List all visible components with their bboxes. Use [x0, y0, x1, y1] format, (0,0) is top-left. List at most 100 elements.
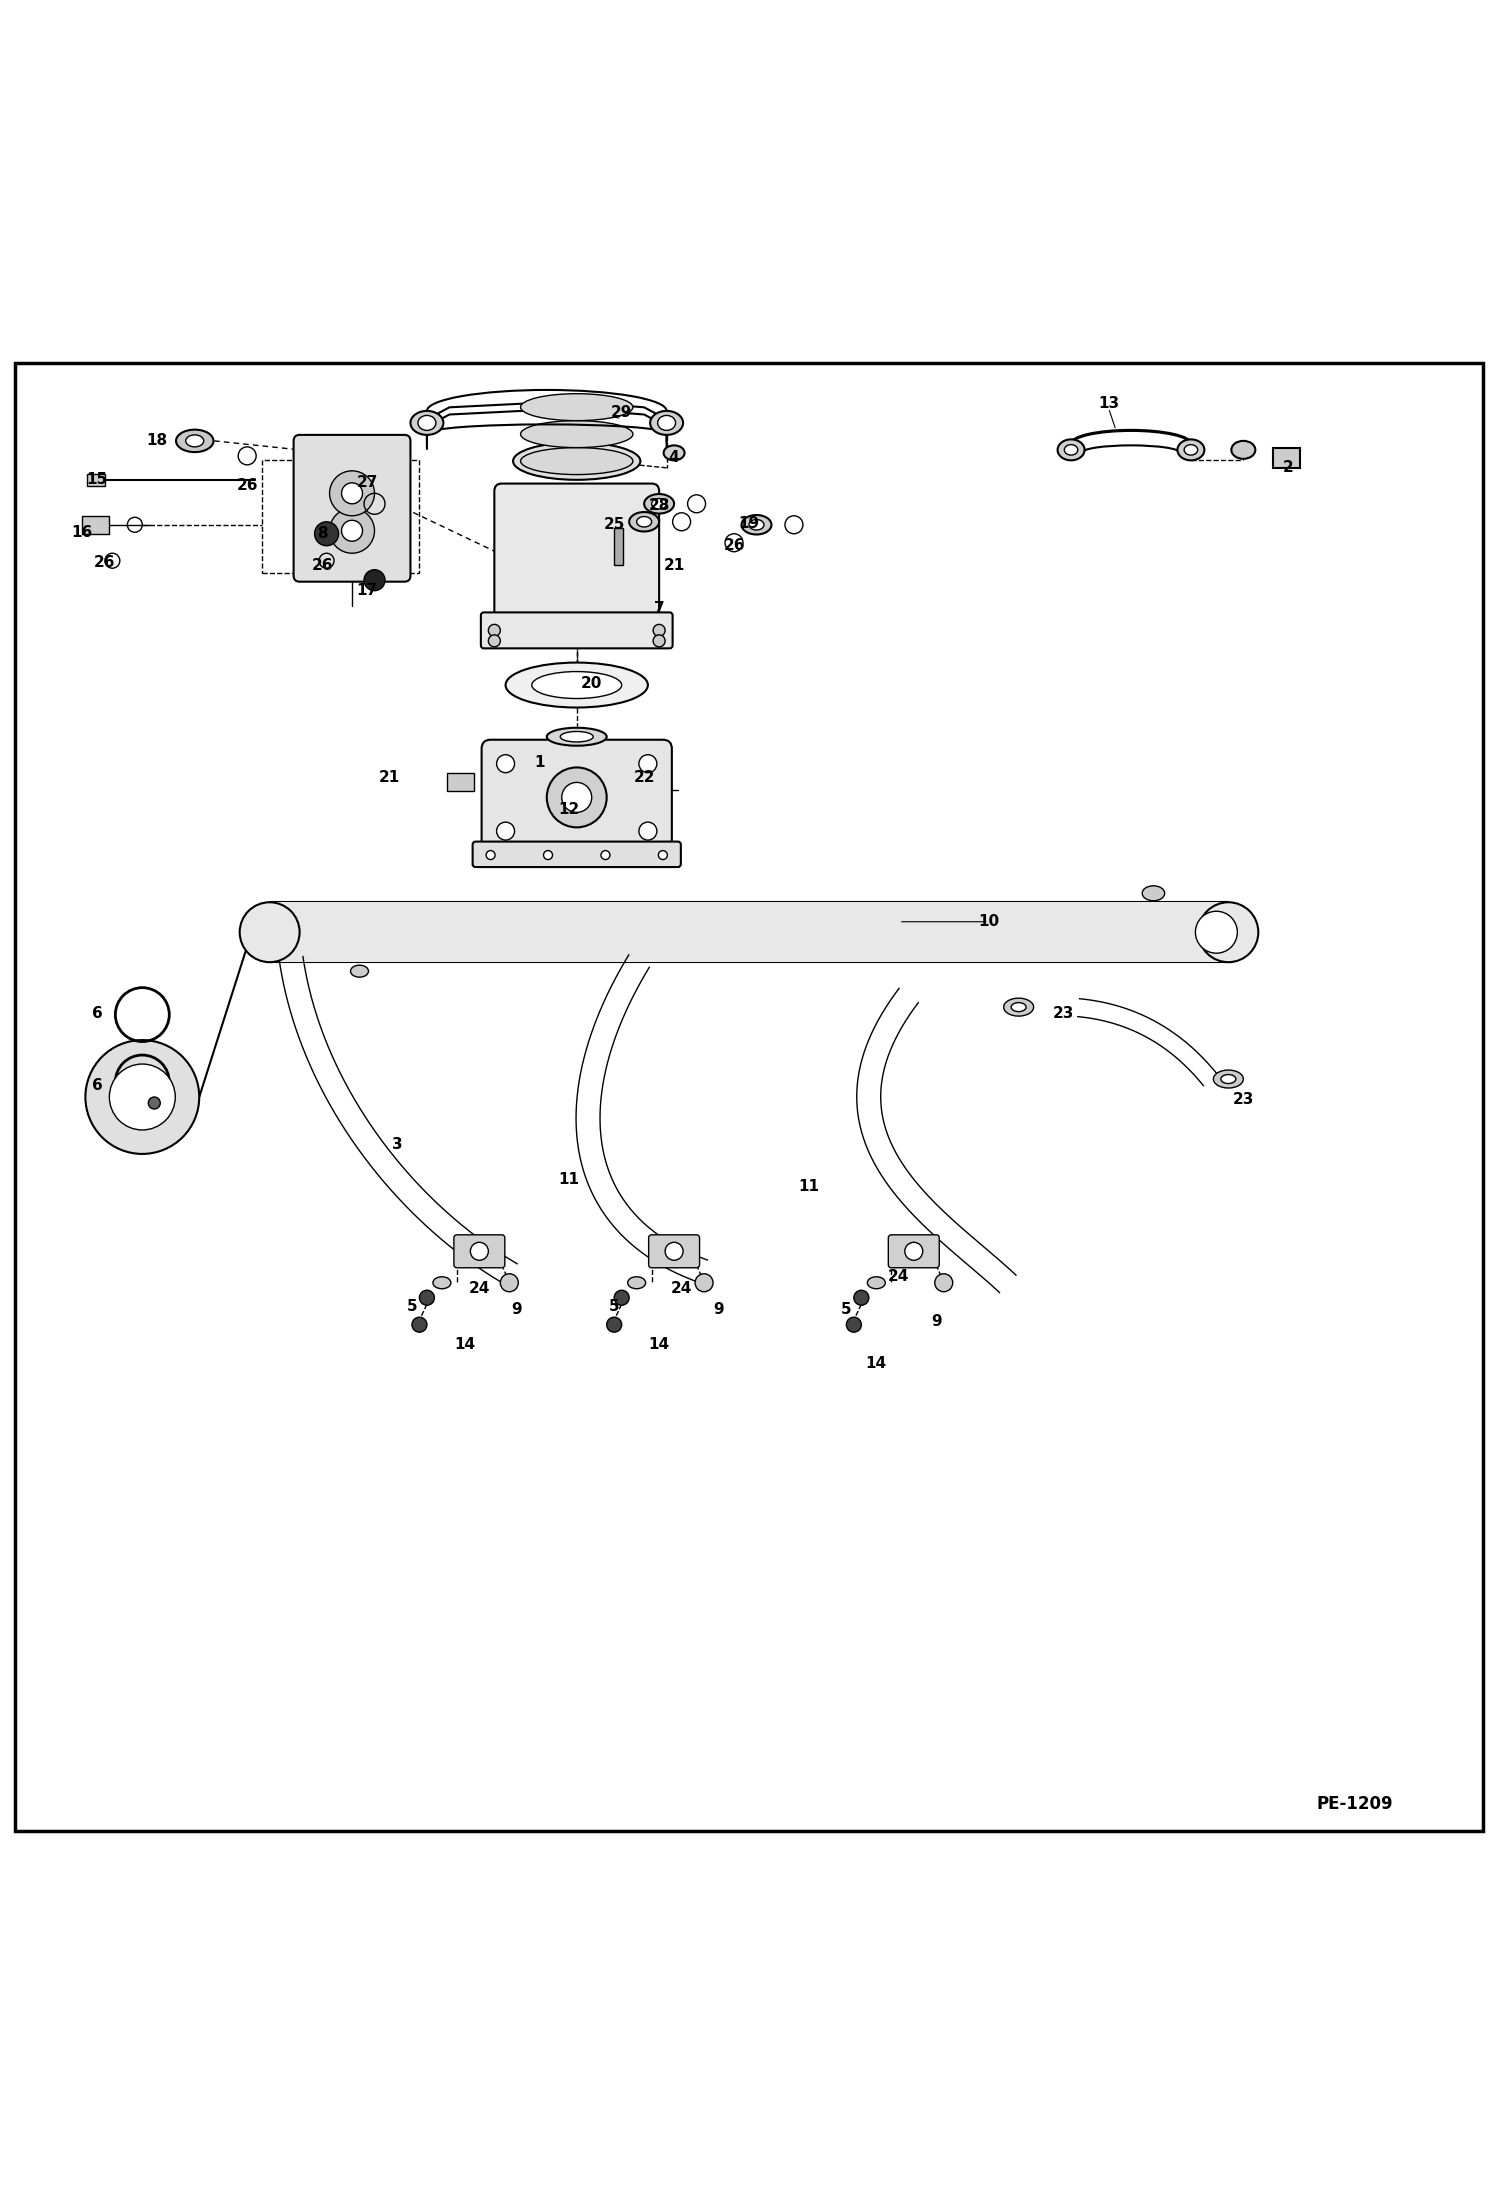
Text: 23: 23 [1233, 1093, 1254, 1108]
Ellipse shape [560, 731, 593, 742]
FancyBboxPatch shape [454, 1235, 505, 1268]
Circle shape [412, 1316, 427, 1332]
Ellipse shape [532, 671, 622, 698]
Text: 15: 15 [87, 472, 108, 487]
Text: 14: 14 [649, 1336, 670, 1352]
Ellipse shape [1177, 439, 1204, 461]
Text: 26: 26 [312, 557, 333, 573]
Circle shape [342, 483, 363, 505]
Text: 11: 11 [798, 1180, 819, 1194]
Bar [262, 461, 419, 573]
Text: 25: 25 [604, 518, 625, 533]
Text: 9: 9 [930, 1314, 942, 1330]
Text: 21: 21 [379, 770, 400, 785]
Circle shape [485, 851, 494, 860]
Ellipse shape [1231, 441, 1255, 459]
Text: 12: 12 [559, 801, 580, 816]
Text: 24: 24 [469, 1281, 490, 1297]
Circle shape [342, 520, 363, 542]
Ellipse shape [351, 965, 369, 976]
Circle shape [500, 1275, 518, 1292]
Circle shape [638, 755, 656, 772]
Ellipse shape [658, 415, 676, 430]
Text: 1: 1 [533, 755, 545, 770]
Ellipse shape [521, 421, 632, 448]
Circle shape [905, 1242, 923, 1259]
Ellipse shape [240, 902, 300, 963]
Circle shape [419, 1290, 434, 1305]
Circle shape [148, 1097, 160, 1108]
Ellipse shape [177, 430, 213, 452]
Ellipse shape [433, 1277, 451, 1288]
Ellipse shape [1058, 439, 1085, 461]
Ellipse shape [418, 415, 436, 430]
Text: 19: 19 [739, 516, 759, 531]
FancyBboxPatch shape [888, 1235, 939, 1268]
Ellipse shape [742, 516, 771, 535]
Ellipse shape [186, 434, 204, 448]
Text: 11: 11 [559, 1172, 580, 1187]
Text: 24: 24 [671, 1281, 692, 1297]
Ellipse shape [644, 494, 674, 513]
Text: 2: 2 [1282, 461, 1294, 476]
Ellipse shape [1141, 886, 1164, 902]
Ellipse shape [637, 516, 652, 527]
Circle shape [488, 625, 500, 636]
FancyBboxPatch shape [473, 842, 680, 867]
Ellipse shape [867, 1277, 885, 1288]
Circle shape [1195, 911, 1237, 952]
Text: 5: 5 [840, 1303, 852, 1316]
Circle shape [653, 625, 665, 636]
Ellipse shape [1213, 1071, 1243, 1088]
Ellipse shape [410, 410, 443, 434]
Circle shape [497, 823, 515, 840]
Circle shape [330, 509, 374, 553]
FancyBboxPatch shape [481, 612, 673, 649]
Circle shape [470, 1242, 488, 1259]
Circle shape [547, 768, 607, 827]
FancyBboxPatch shape [482, 739, 671, 856]
Text: 26: 26 [724, 538, 745, 553]
Circle shape [638, 823, 656, 840]
Text: 26: 26 [237, 478, 258, 494]
Ellipse shape [1004, 998, 1034, 1016]
Circle shape [497, 755, 515, 772]
Text: 29: 29 [611, 406, 632, 419]
Ellipse shape [1198, 902, 1258, 963]
Text: 14: 14 [454, 1336, 475, 1352]
Circle shape [607, 1316, 622, 1332]
Circle shape [653, 634, 665, 647]
Text: 9: 9 [511, 1303, 523, 1316]
Ellipse shape [1185, 445, 1198, 454]
Ellipse shape [628, 1277, 646, 1288]
Bar [270, 902, 1228, 963]
Text: 6: 6 [91, 1077, 103, 1093]
Text: 8: 8 [316, 527, 328, 542]
Ellipse shape [629, 511, 659, 531]
Ellipse shape [547, 728, 607, 746]
Text: 22: 22 [634, 770, 655, 785]
Ellipse shape [521, 393, 632, 421]
Text: 6: 6 [91, 1005, 103, 1020]
Text: 3: 3 [391, 1136, 403, 1152]
Text: 23: 23 [1053, 1005, 1074, 1020]
Ellipse shape [1011, 1003, 1026, 1011]
Circle shape [695, 1275, 713, 1292]
Ellipse shape [652, 498, 667, 509]
Text: 14: 14 [866, 1356, 887, 1371]
Circle shape [601, 851, 610, 860]
Text: 16: 16 [72, 524, 93, 540]
Ellipse shape [664, 445, 685, 461]
Text: 4: 4 [668, 450, 680, 465]
Text: 28: 28 [649, 498, 670, 513]
Circle shape [846, 1316, 861, 1332]
FancyBboxPatch shape [446, 774, 473, 792]
Text: 9: 9 [713, 1303, 725, 1316]
Ellipse shape [506, 663, 647, 706]
Text: 10: 10 [978, 915, 999, 930]
Circle shape [562, 783, 592, 812]
Circle shape [854, 1290, 869, 1305]
FancyBboxPatch shape [294, 434, 410, 581]
Circle shape [488, 634, 500, 647]
Circle shape [544, 851, 553, 860]
